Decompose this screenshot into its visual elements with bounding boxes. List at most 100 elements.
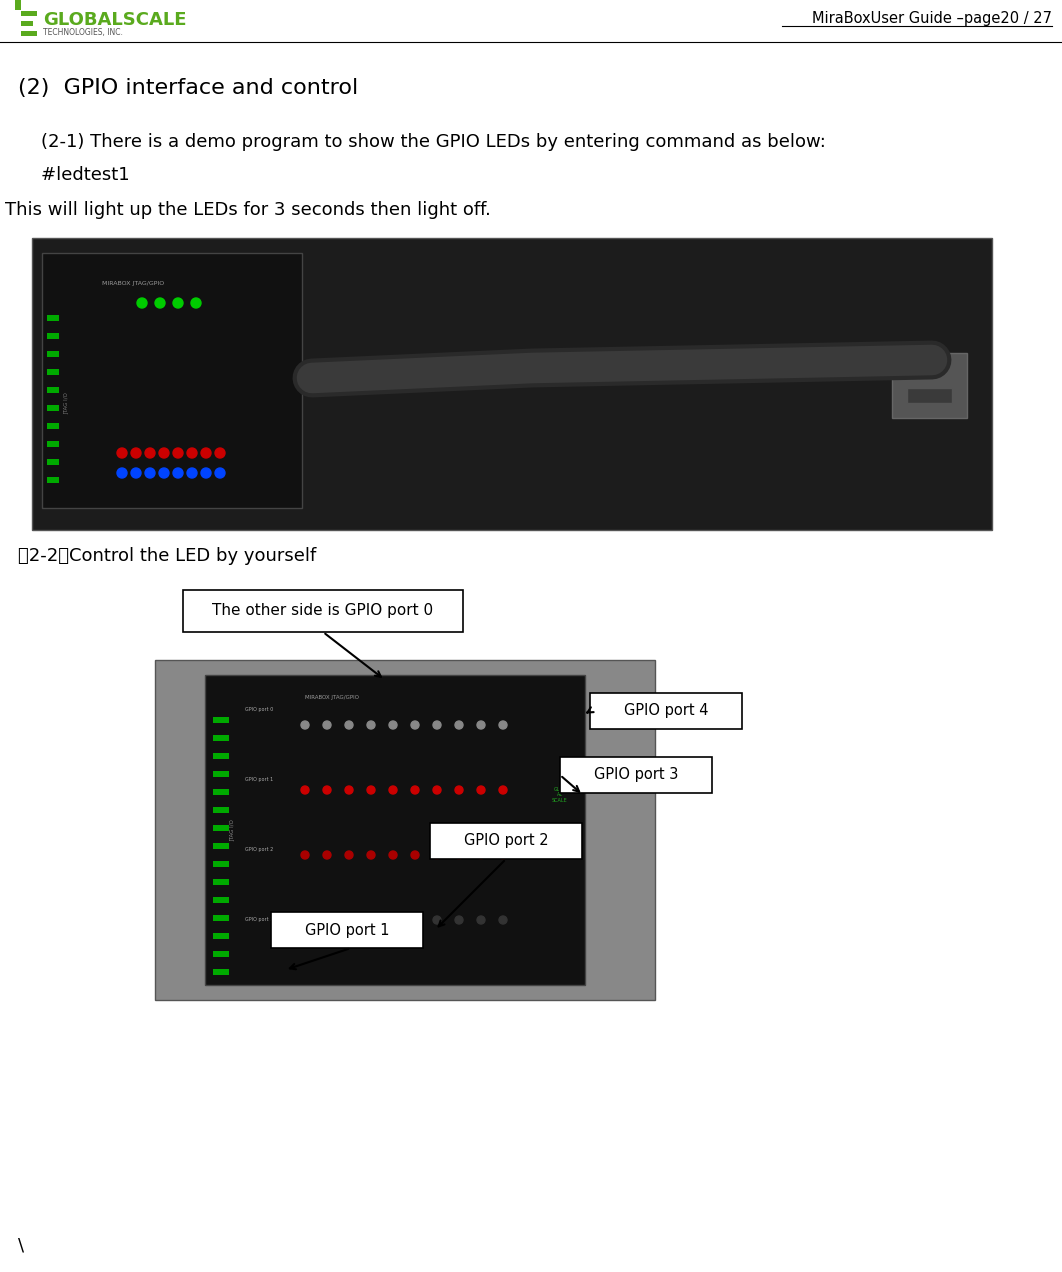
Bar	[213, 897, 229, 903]
Text: This will light up the LEDs for 3 seconds then light off.: This will light up the LEDs for 3 second…	[5, 201, 491, 219]
Bar	[47, 424, 59, 429]
Bar	[47, 315, 59, 321]
Text: MIRABOX JTAG/GPIO: MIRABOX JTAG/GPIO	[305, 695, 359, 700]
Circle shape	[411, 786, 419, 794]
Bar	[271, 912, 423, 948]
Bar	[32, 238, 992, 530]
Text: JTAG I/O: JTAG I/O	[230, 819, 236, 841]
Circle shape	[323, 851, 331, 859]
Text: \: \	[18, 1236, 24, 1254]
Circle shape	[499, 786, 507, 794]
Circle shape	[477, 721, 485, 729]
Bar	[213, 771, 229, 777]
Circle shape	[499, 916, 507, 923]
Bar	[47, 404, 59, 411]
Circle shape	[145, 468, 155, 478]
Circle shape	[191, 298, 201, 308]
Text: GLOB
AL
SCALE: GLOB AL SCALE	[552, 786, 568, 804]
Bar	[15, 0, 21, 10]
Bar	[21, 31, 37, 36]
Bar	[205, 675, 585, 985]
Circle shape	[477, 851, 485, 859]
Circle shape	[367, 916, 375, 923]
Circle shape	[301, 916, 309, 923]
Circle shape	[433, 721, 441, 729]
Bar	[213, 843, 229, 848]
Bar	[47, 351, 59, 357]
Bar	[213, 915, 229, 921]
Circle shape	[499, 851, 507, 859]
Text: GPIO port 0: GPIO port 0	[245, 707, 273, 712]
Circle shape	[155, 298, 165, 308]
Text: #ledtest1: #ledtest1	[18, 167, 130, 184]
Circle shape	[389, 786, 397, 794]
Bar	[213, 932, 229, 939]
Bar	[183, 590, 463, 632]
Text: The other side is GPIO port 0: The other side is GPIO port 0	[212, 603, 433, 618]
Circle shape	[301, 851, 309, 859]
Circle shape	[433, 916, 441, 923]
Bar	[47, 369, 59, 375]
Circle shape	[173, 298, 183, 308]
Circle shape	[131, 448, 141, 458]
Circle shape	[145, 448, 155, 458]
Circle shape	[433, 786, 441, 794]
Circle shape	[201, 448, 211, 458]
Circle shape	[131, 468, 141, 478]
Circle shape	[411, 851, 419, 859]
Text: MIRABOX JTAG/GPIO: MIRABOX JTAG/GPIO	[102, 281, 165, 285]
Circle shape	[389, 851, 397, 859]
Circle shape	[389, 721, 397, 729]
Bar	[213, 879, 229, 885]
Text: GPIO port 3: GPIO port 3	[594, 767, 679, 782]
Text: MiraBoxUser Guide –page20 / 27: MiraBoxUser Guide –page20 / 27	[812, 10, 1052, 25]
Bar	[213, 861, 229, 868]
Bar	[213, 806, 229, 813]
Circle shape	[215, 468, 225, 478]
Bar	[213, 969, 229, 976]
Bar	[213, 735, 229, 742]
Bar	[47, 459, 59, 466]
Circle shape	[455, 851, 463, 859]
Circle shape	[411, 916, 419, 923]
Circle shape	[137, 298, 147, 308]
Text: (2)  GPIO interface and control: (2) GPIO interface and control	[18, 78, 358, 98]
Text: GLOBALSCALE: GLOBALSCALE	[42, 11, 187, 29]
Bar	[42, 253, 302, 508]
Circle shape	[499, 721, 507, 729]
Circle shape	[345, 916, 353, 923]
Circle shape	[367, 786, 375, 794]
Bar	[892, 354, 967, 418]
Circle shape	[301, 721, 309, 729]
Text: (2-1) There is a demo program to show the GPIO LEDs by entering command as below: (2-1) There is a demo program to show th…	[18, 134, 826, 151]
Circle shape	[187, 448, 196, 458]
Circle shape	[389, 916, 397, 923]
Bar	[213, 826, 229, 831]
Circle shape	[367, 851, 375, 859]
Bar	[213, 753, 229, 759]
Circle shape	[323, 786, 331, 794]
Bar	[213, 717, 229, 722]
Circle shape	[117, 468, 127, 478]
Circle shape	[201, 468, 211, 478]
Circle shape	[301, 786, 309, 794]
Text: GPIO port 1: GPIO port 1	[305, 922, 390, 937]
Bar	[47, 333, 59, 340]
Circle shape	[455, 721, 463, 729]
Bar	[907, 388, 952, 403]
Circle shape	[215, 448, 225, 458]
Circle shape	[345, 721, 353, 729]
Circle shape	[345, 786, 353, 794]
Circle shape	[477, 916, 485, 923]
Bar	[213, 789, 229, 795]
Bar	[47, 441, 59, 446]
Circle shape	[477, 786, 485, 794]
Bar	[155, 660, 655, 1000]
Circle shape	[159, 448, 169, 458]
Bar	[21, 11, 37, 17]
Circle shape	[173, 448, 183, 458]
Circle shape	[323, 721, 331, 729]
Circle shape	[187, 468, 196, 478]
Circle shape	[323, 916, 331, 923]
Circle shape	[367, 721, 375, 729]
